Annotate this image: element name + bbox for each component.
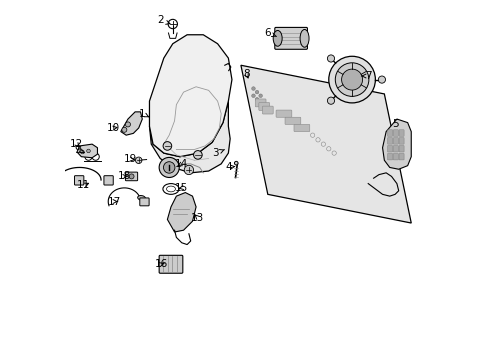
FancyBboxPatch shape — [387, 153, 392, 160]
FancyBboxPatch shape — [285, 117, 300, 125]
Text: 10: 10 — [107, 123, 120, 133]
FancyBboxPatch shape — [398, 145, 403, 152]
Text: 1: 1 — [139, 109, 148, 119]
Ellipse shape — [138, 195, 145, 200]
Text: 14: 14 — [175, 159, 188, 169]
FancyBboxPatch shape — [392, 153, 398, 160]
Circle shape — [163, 141, 171, 150]
Circle shape — [251, 87, 255, 90]
FancyBboxPatch shape — [104, 176, 113, 185]
Polygon shape — [149, 101, 230, 173]
FancyBboxPatch shape — [387, 138, 392, 144]
Circle shape — [86, 149, 90, 153]
FancyBboxPatch shape — [392, 138, 398, 144]
FancyBboxPatch shape — [74, 176, 83, 185]
FancyBboxPatch shape — [258, 103, 269, 111]
Circle shape — [159, 157, 179, 177]
Circle shape — [184, 165, 193, 175]
Circle shape — [251, 94, 255, 98]
Text: 19: 19 — [124, 154, 137, 164]
Circle shape — [122, 127, 126, 132]
Circle shape — [193, 150, 202, 159]
FancyBboxPatch shape — [387, 130, 392, 136]
Text: 18: 18 — [118, 171, 131, 181]
Circle shape — [378, 76, 385, 83]
Polygon shape — [241, 65, 410, 223]
Ellipse shape — [234, 161, 238, 165]
FancyBboxPatch shape — [387, 145, 392, 152]
Polygon shape — [167, 193, 196, 232]
FancyBboxPatch shape — [262, 106, 273, 114]
FancyBboxPatch shape — [398, 138, 403, 144]
FancyBboxPatch shape — [398, 153, 403, 160]
Circle shape — [81, 150, 84, 154]
Text: 7: 7 — [361, 71, 371, 81]
Text: 17: 17 — [108, 197, 121, 207]
Polygon shape — [382, 119, 410, 169]
Text: 3: 3 — [212, 148, 224, 158]
FancyBboxPatch shape — [398, 130, 403, 136]
FancyBboxPatch shape — [140, 198, 149, 206]
Polygon shape — [121, 112, 142, 135]
Circle shape — [255, 90, 258, 94]
Circle shape — [328, 56, 375, 103]
Text: 9: 9 — [75, 144, 84, 154]
FancyBboxPatch shape — [125, 172, 137, 181]
Circle shape — [335, 63, 368, 96]
FancyBboxPatch shape — [274, 27, 307, 49]
FancyBboxPatch shape — [159, 255, 183, 273]
Circle shape — [125, 122, 130, 127]
Polygon shape — [77, 144, 97, 158]
Polygon shape — [149, 35, 231, 157]
FancyBboxPatch shape — [276, 110, 291, 117]
FancyBboxPatch shape — [255, 99, 265, 107]
Text: 13: 13 — [191, 213, 204, 222]
Text: 5: 5 — [391, 120, 398, 129]
Text: 4: 4 — [224, 162, 234, 172]
FancyBboxPatch shape — [392, 130, 398, 136]
Text: 8: 8 — [243, 69, 249, 79]
Circle shape — [327, 97, 334, 104]
Circle shape — [135, 157, 142, 163]
FancyBboxPatch shape — [392, 145, 398, 152]
Text: 11: 11 — [77, 180, 90, 190]
Ellipse shape — [273, 31, 282, 46]
Text: 6: 6 — [264, 28, 276, 38]
Text: 15: 15 — [175, 183, 188, 193]
Circle shape — [258, 94, 262, 98]
Circle shape — [129, 174, 134, 179]
Circle shape — [327, 55, 334, 62]
Circle shape — [255, 98, 258, 101]
Text: 12: 12 — [70, 139, 83, 149]
Circle shape — [341, 69, 362, 90]
Ellipse shape — [300, 30, 308, 47]
Circle shape — [163, 162, 175, 173]
FancyBboxPatch shape — [293, 125, 309, 132]
Text: 2: 2 — [157, 15, 170, 26]
Text: 16: 16 — [154, 259, 167, 269]
